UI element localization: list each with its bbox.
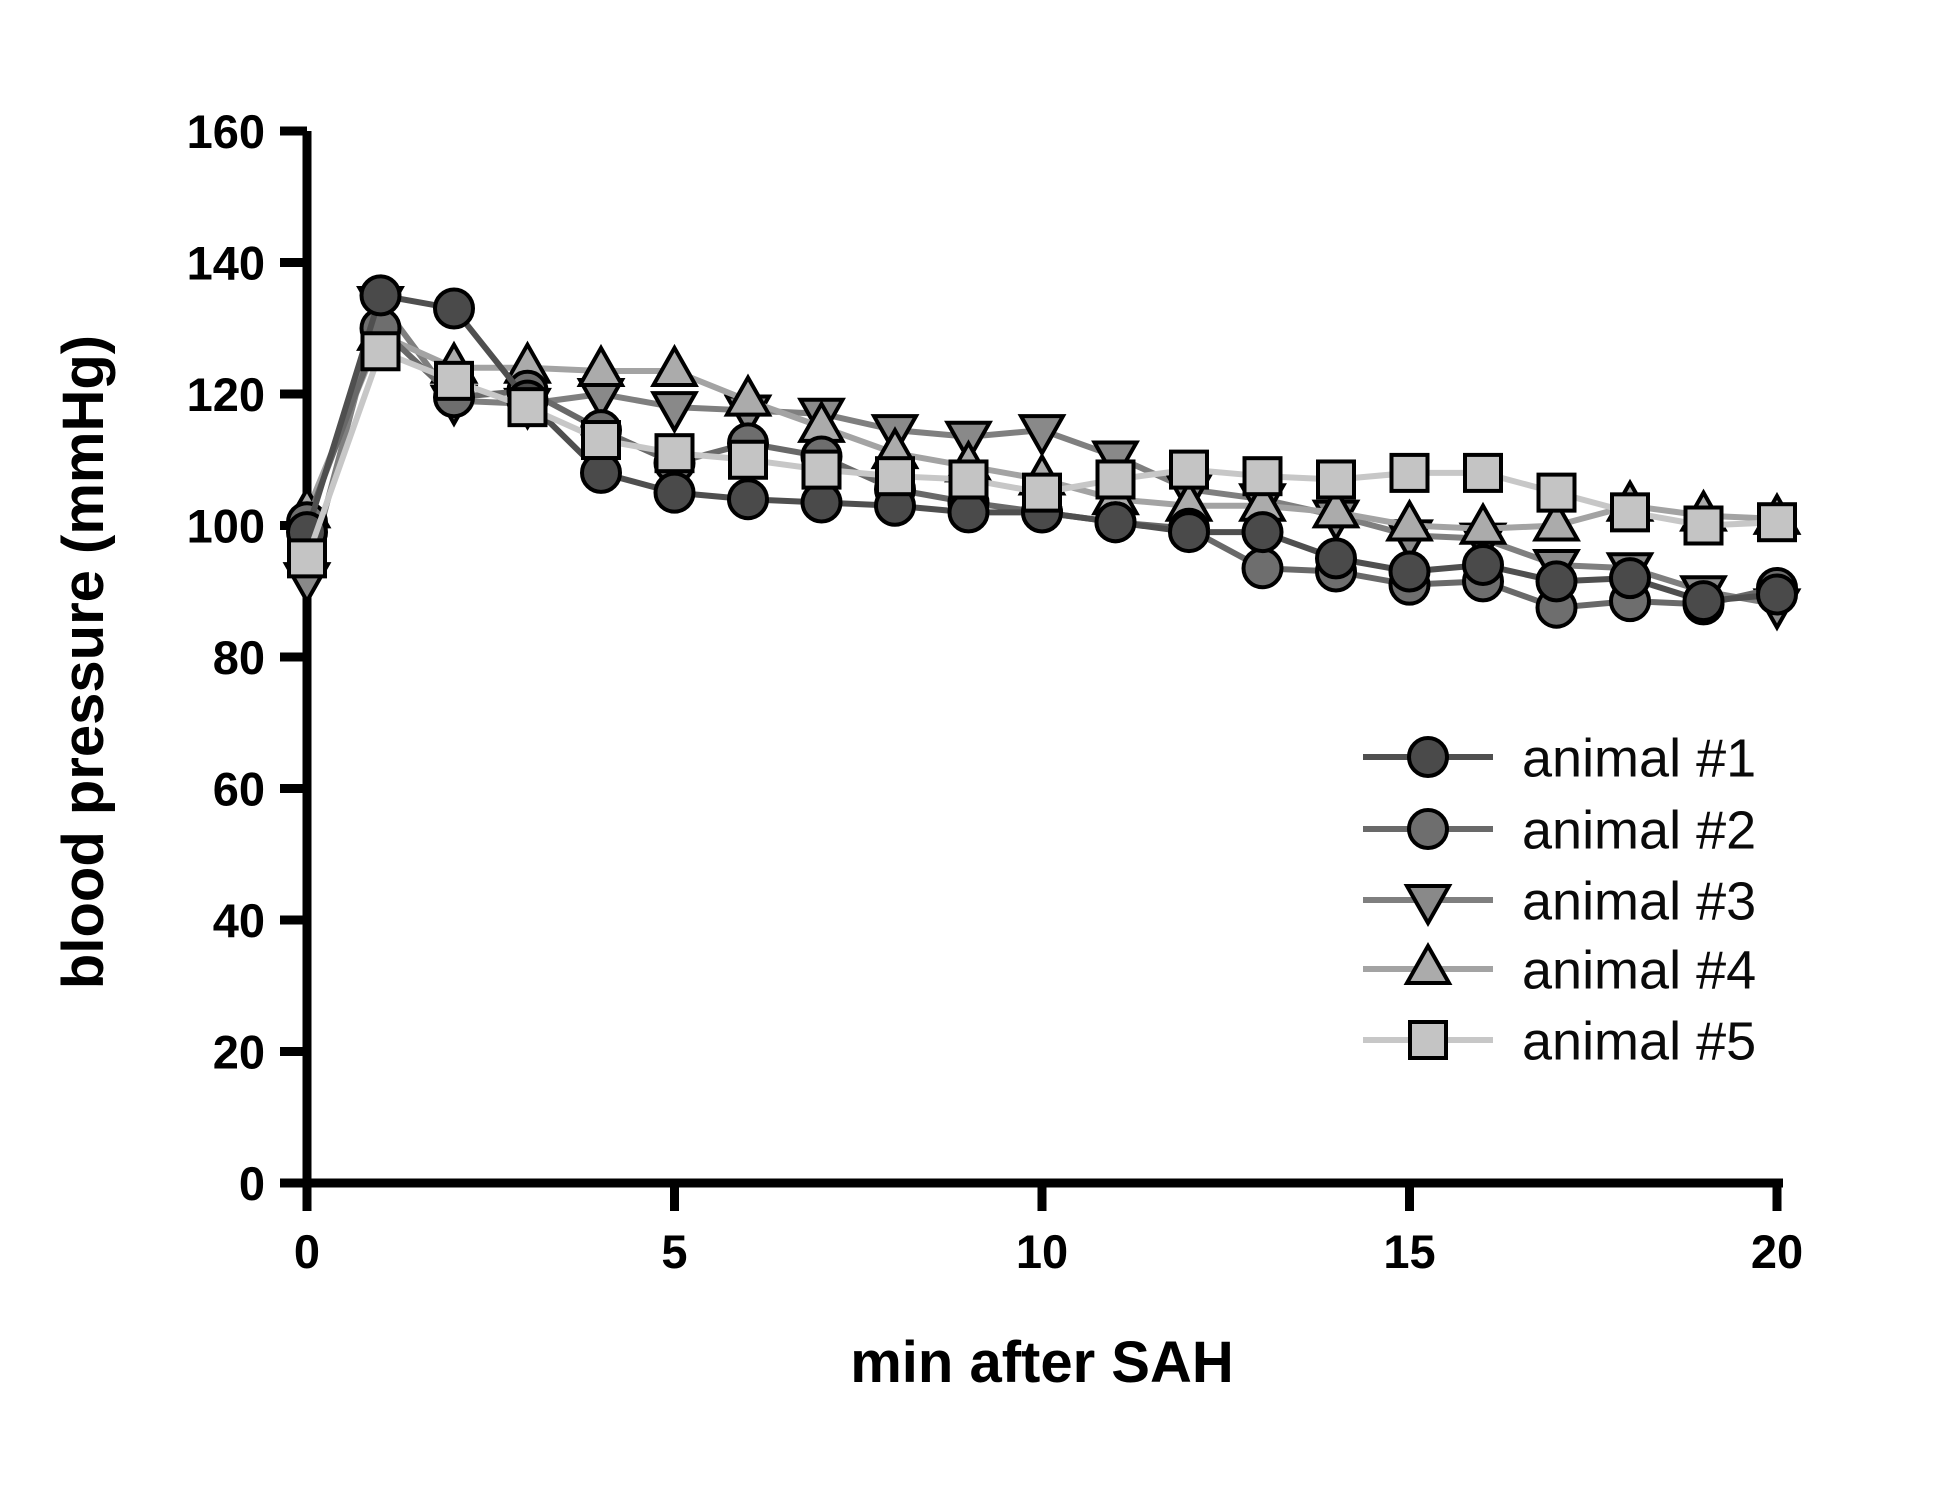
data-point-marker (727, 478, 769, 521)
data-point-marker (650, 391, 699, 435)
data-point-marker (1316, 459, 1356, 500)
legend-label: animal #5 (1522, 1011, 1756, 1071)
data-point-marker (1241, 511, 1284, 554)
y-tick-label: 0 (239, 1157, 265, 1210)
data-point-marker (581, 420, 621, 461)
data-point-marker (1683, 505, 1724, 546)
data-point-marker (360, 331, 401, 372)
y-tick-label: 120 (187, 368, 265, 421)
legend-marker-triangle-up-icon (1403, 941, 1453, 985)
x-tick-label: 10 (1016, 1225, 1068, 1278)
y-tick-label: 100 (187, 499, 265, 552)
data-point-marker (287, 538, 327, 579)
legend-marker-circle-icon (1407, 808, 1449, 850)
data-series (282, 274, 1802, 632)
data-point-marker (654, 433, 695, 474)
data-point-marker (1242, 456, 1283, 497)
legend-label: animal #4 (1522, 940, 1756, 1000)
y-tick-label: 140 (187, 236, 265, 289)
legend-marker-square-icon (1408, 1020, 1448, 1060)
data-point-marker (1463, 452, 1503, 493)
data-point-marker (948, 459, 989, 500)
data-point-marker (1535, 560, 1578, 603)
data-point-marker (433, 287, 475, 330)
data-point-marker (1169, 449, 1209, 490)
data-point-marker (507, 387, 548, 428)
y-tick-label: 160 (187, 105, 265, 158)
legend-marker-circle-icon (1407, 736, 1449, 778)
data-point-marker (1756, 573, 1798, 616)
data-point-marker (576, 343, 626, 387)
x-tick-label: 15 (1383, 1225, 1435, 1278)
data-point-marker (801, 449, 842, 490)
legend-label: animal #1 (1522, 728, 1756, 788)
data-point-marker (1532, 498, 1581, 542)
y-tick-label: 40 (213, 894, 265, 947)
data-point-marker (875, 456, 915, 497)
series-animal-5 (287, 331, 1797, 579)
data-point-marker (1315, 537, 1357, 580)
data-point-marker (1241, 547, 1284, 590)
x-tick-label: 0 (294, 1225, 320, 1278)
data-point-marker (728, 439, 768, 480)
data-point-marker (1168, 511, 1210, 554)
x-tick-label: 5 (661, 1225, 687, 1278)
data-point-marker (650, 343, 699, 387)
data-point-marker (1609, 557, 1651, 600)
data-point-marker (1458, 501, 1508, 545)
x-axis-title: min after SAH (850, 1330, 1234, 1395)
x-tick-label: 20 (1751, 1225, 1803, 1278)
data-point-marker (1682, 580, 1725, 623)
data-point-marker (1311, 485, 1361, 529)
legend-label: animal #3 (1522, 871, 1756, 931)
legend-item-4: animal #4 (1363, 940, 1756, 1000)
data-point-marker (1095, 459, 1136, 500)
data-point-marker (1017, 414, 1067, 458)
data-point-marker (434, 360, 474, 401)
data-point-marker (1094, 501, 1137, 544)
data-point-marker (1536, 472, 1577, 513)
y-tick-label: 60 (213, 762, 265, 815)
data-point-marker (653, 471, 696, 514)
data-point-marker (1385, 498, 1434, 542)
legend-label: animal #2 (1522, 800, 1756, 860)
data-point-marker (1757, 502, 1797, 543)
y-tick-label: 80 (213, 631, 265, 684)
data-point-marker (1022, 472, 1062, 513)
data-point-marker (1389, 452, 1430, 493)
legend-item-5: animal #5 (1363, 1011, 1756, 1071)
legend-marker-triangle-down-icon (1403, 884, 1453, 928)
legend: animal #1 animal #2 animal #3 animal #4 anim… (1363, 728, 1756, 1071)
data-point-marker (723, 373, 773, 417)
legend-item-1: animal #1 (1363, 728, 1756, 788)
y-tick-label: 20 (213, 1025, 265, 1078)
data-point-marker (1610, 492, 1650, 533)
data-point-marker (1462, 543, 1504, 586)
legend-item-3: animal #3 (1363, 871, 1756, 931)
axes: 0 20 40 60 80 100 120 140 160 0 5 10 15 20 (187, 105, 1804, 1278)
y-axis-title: blood pressure (mmHg) (51, 335, 116, 989)
data-point-marker (1388, 550, 1431, 593)
legend-item-2: animal #2 (1363, 800, 1756, 860)
data-point-marker (359, 274, 402, 317)
